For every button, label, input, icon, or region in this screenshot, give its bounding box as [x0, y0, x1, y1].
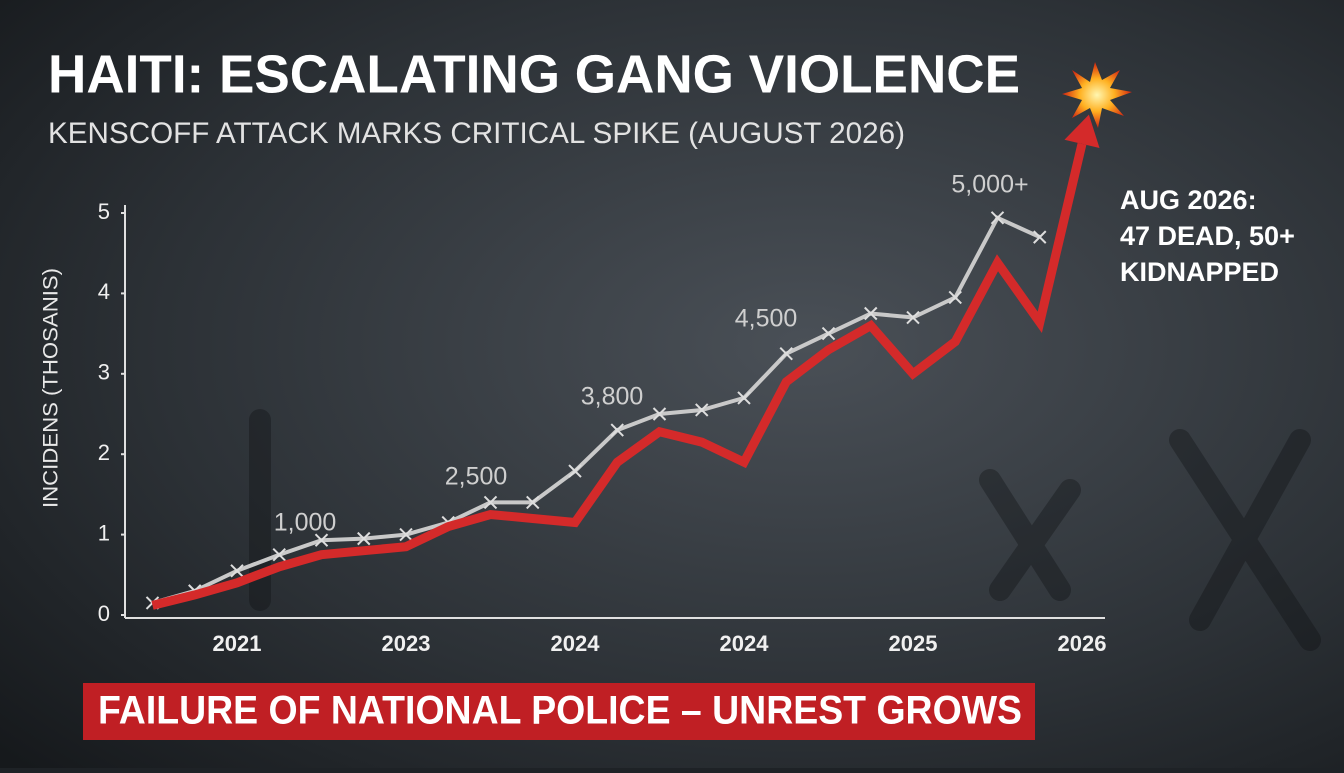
barb — [737, 391, 751, 405]
chart-title: HAITI: ESCALATING GANG VIOLENCE — [48, 44, 1020, 104]
y-tick-label: 4 — [98, 279, 110, 304]
explosion — [1062, 62, 1132, 128]
barb — [610, 423, 624, 437]
series-line — [151, 215, 1041, 605]
annotation: 1,000 — [274, 509, 337, 537]
barb — [906, 310, 920, 325]
y-tick-label: 3 — [98, 360, 110, 385]
barb — [314, 533, 329, 547]
callout-line: AUG 2026: — [1120, 185, 1257, 215]
annotation: 5,000+ — [951, 171, 1028, 199]
barb — [483, 495, 498, 510]
chart-subtitle: KENSCOFF ATTACK MARKS CRITICAL SPIKE (AU… — [48, 117, 905, 150]
callout-line: 47 DEAD, 50+ — [1120, 221, 1295, 251]
banner-text: FAILURE OF NATIONAL POLICE – UNREST GROW… — [98, 689, 1022, 733]
callout-line: KIDNAPPED — [1120, 257, 1279, 287]
x-tick-label: 2023 — [382, 631, 431, 656]
callout: AUG 2026: 47 DEAD, 50+ KIDNAPPED — [1120, 185, 1295, 287]
y-axis-label: INCIDENS (THOSANIS) — [40, 268, 63, 508]
barb — [526, 495, 540, 510]
annotation: 4,500 — [735, 305, 798, 333]
barb — [652, 407, 667, 421]
barb — [948, 290, 962, 305]
y-tick-label: 2 — [98, 440, 110, 465]
annotation: 2,500 — [445, 463, 508, 491]
barb — [230, 564, 244, 578]
x-tick-label: 2021 — [213, 631, 262, 656]
x-tick-label: 2024 — [720, 631, 770, 656]
arrow-head — [1064, 114, 1100, 149]
barb — [864, 306, 878, 321]
barb — [1033, 230, 1047, 244]
annotation: 3,800 — [581, 383, 644, 411]
y-tick-label: 0 — [98, 601, 110, 626]
y-tick-label: 5 — [98, 199, 110, 224]
barb — [357, 531, 371, 546]
barb — [990, 211, 1005, 225]
barb — [272, 547, 286, 562]
x-tick-label: 2025 — [889, 631, 938, 656]
barb — [821, 326, 836, 341]
series-line — [151, 142, 1087, 610]
banner-box — [83, 683, 1035, 740]
x-tick-label: 2024 — [551, 631, 601, 656]
barb — [695, 403, 709, 417]
x-tick-label: 2026 — [1058, 631, 1107, 656]
barb — [568, 464, 582, 478]
barb — [399, 527, 413, 542]
barricades — [249, 409, 1321, 651]
barb — [779, 346, 793, 361]
y-tick-label: 1 — [98, 520, 110, 545]
